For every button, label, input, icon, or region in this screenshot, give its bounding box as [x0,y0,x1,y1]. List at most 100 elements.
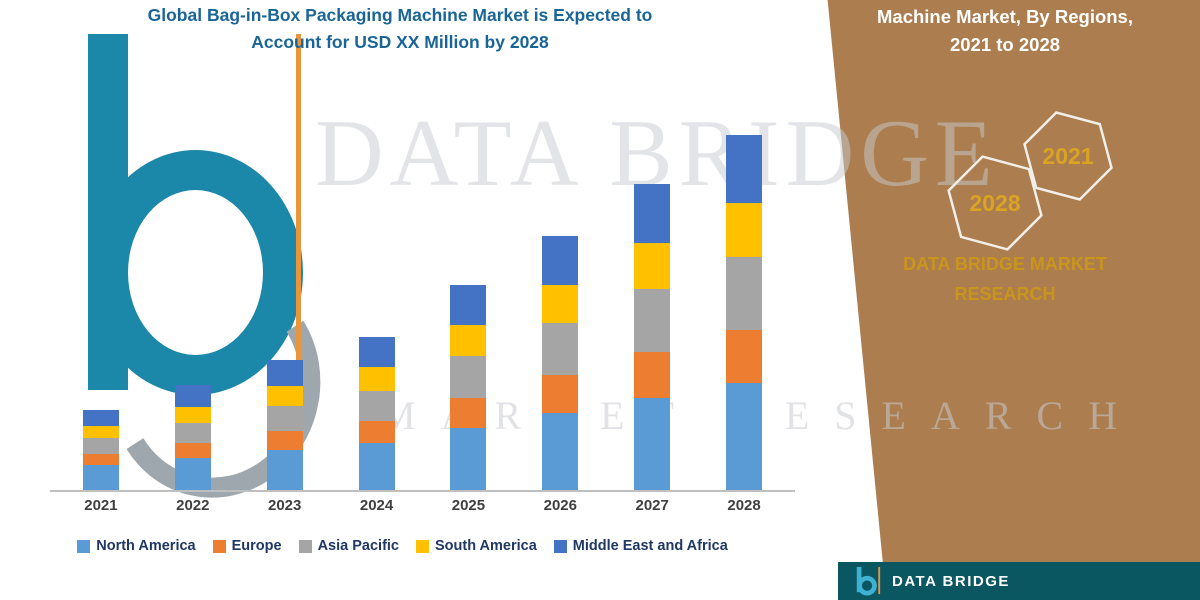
bar-segment [726,257,763,330]
bar-segment [266,360,303,386]
legend-swatch-icon [77,539,91,553]
bar-segment [82,454,119,465]
hexagon-2021-outline [1023,111,1113,201]
bar-2028 [698,110,790,490]
bar-segment [726,203,763,257]
bar-segment [358,337,395,367]
x-axis-baseline [50,490,795,492]
bar-segment [266,406,303,431]
databridge-logo-accent-line [296,34,301,490]
legend-swatch-icon [416,539,429,553]
legend-label: South America [435,538,537,554]
legend-item: Asia Pacific [298,538,399,554]
bar-segment [542,285,579,323]
chart-legend: North America Europe Asia Pacific South Ame… [15,538,790,554]
bar-stack-2023 [266,360,303,490]
right-panel-title: Machine Market, By Regions, 2021 to 2028 [850,3,1160,59]
footer-brand-text: DATA BRIDGE [892,572,1010,590]
x-axis-label-2026: 2026 [543,497,577,514]
x-axis-label-2028: 2028 [727,497,761,514]
hexagon-2028-outline [947,155,1043,251]
year-hexagons: 2028 2021 [947,111,1113,251]
bar-segment [450,325,487,356]
bar-2023 [239,110,331,490]
bar-segment [542,236,579,285]
legend-swatch-icon [212,539,226,553]
legend-label: Asia Pacific [317,538,399,554]
bar-stack-2025 [450,285,487,490]
right-panel-brand-line1: DATA BRIDGE MARKET [903,254,1107,274]
bar-segment [174,407,211,423]
bar-segment [358,421,395,443]
hexagon-2028-label: 2028 [969,190,1020,216]
bar-stack-2026 [542,236,579,490]
bar-segment [542,413,579,490]
hexagon-2021-label: 2021 [1042,143,1093,169]
bar-segment [450,285,487,325]
x-axis-labels: 2021 2022 2023 2024 2025 2026 2027 2028 [55,497,790,514]
bar-stack-2024 [358,337,395,490]
legend-item: Europe [212,538,282,554]
bar-segment [358,443,395,490]
footer-strip: DATA BRIDGE [838,562,1200,600]
bar-segment [358,367,395,391]
bar-segment [542,323,579,375]
bar-segment [542,375,579,413]
right-panel-background [827,0,1200,600]
right-panel-brand-line2: RESEARCH [954,283,1056,304]
legend-item: North America [77,538,196,554]
legend-label: Middle East and Africa [572,538,728,554]
x-axis-label-2021: 2021 [84,497,118,514]
footer-databridge-logo-icon [856,567,881,596]
bar-segment [726,135,763,203]
bar-2027 [606,110,698,490]
bar-segment [634,398,671,490]
bar-chart-plot-area [55,110,790,490]
bar-segment [634,289,671,352]
bar-segment [726,330,763,383]
bar-2025 [423,110,515,490]
bar-segment [450,356,487,398]
right-panel-title-line2: 2021 to 2028 [949,33,1061,55]
bar-segment [174,458,211,490]
bar-segment [266,450,303,490]
right-panel-title-line1: Machine Market, By Regions, [877,6,1133,27]
bar-2021 [55,110,147,490]
x-axis-label-2022: 2022 [176,497,210,514]
bar-2026 [514,110,606,490]
legend-swatch-icon [298,539,312,553]
bar-segment [634,243,671,289]
bar-segment [82,438,119,454]
legend-item: South America [416,538,537,554]
legend-swatch-icon [553,539,567,553]
x-axis-label-2027: 2027 [635,497,669,514]
bar-stack-2021 [82,410,119,490]
legend-label: Europe [231,538,282,554]
bar-segment [174,385,211,407]
bar-segment [450,428,487,490]
bar-segment [174,423,211,443]
legend-label: North America [96,538,196,554]
bar-segment [450,398,487,428]
bar-segment [266,431,303,450]
bar-segment [82,426,119,438]
bar-segment [266,386,303,406]
chart-title-line2: Account for USD XX Million by 2028 [251,32,549,53]
chart-title: Global Bag-in-Box Packaging Machine Mark… [60,2,740,56]
x-axis-label-2023: 2023 [268,497,302,514]
bar-segment [82,465,119,490]
x-axis-label-2024: 2024 [359,497,394,514]
right-panel-brand: DATA BRIDGE MARKET RESEARCH [865,250,1145,309]
bar-stack-2027 [634,184,671,490]
bar-segment [634,352,671,398]
chart-title-line1: Global Bag-in-Box Packaging Machine Mark… [147,5,653,25]
bar-segment [82,410,119,426]
bar-segment [634,184,671,243]
bar-segment [358,391,395,421]
bar-segment [174,443,211,458]
bar-stack-2022 [174,385,211,490]
x-axis-label-2025: 2025 [451,497,486,514]
legend-item: Middle East and Africa [553,538,728,554]
bar-2024 [331,110,423,490]
bar-2022 [147,110,239,490]
